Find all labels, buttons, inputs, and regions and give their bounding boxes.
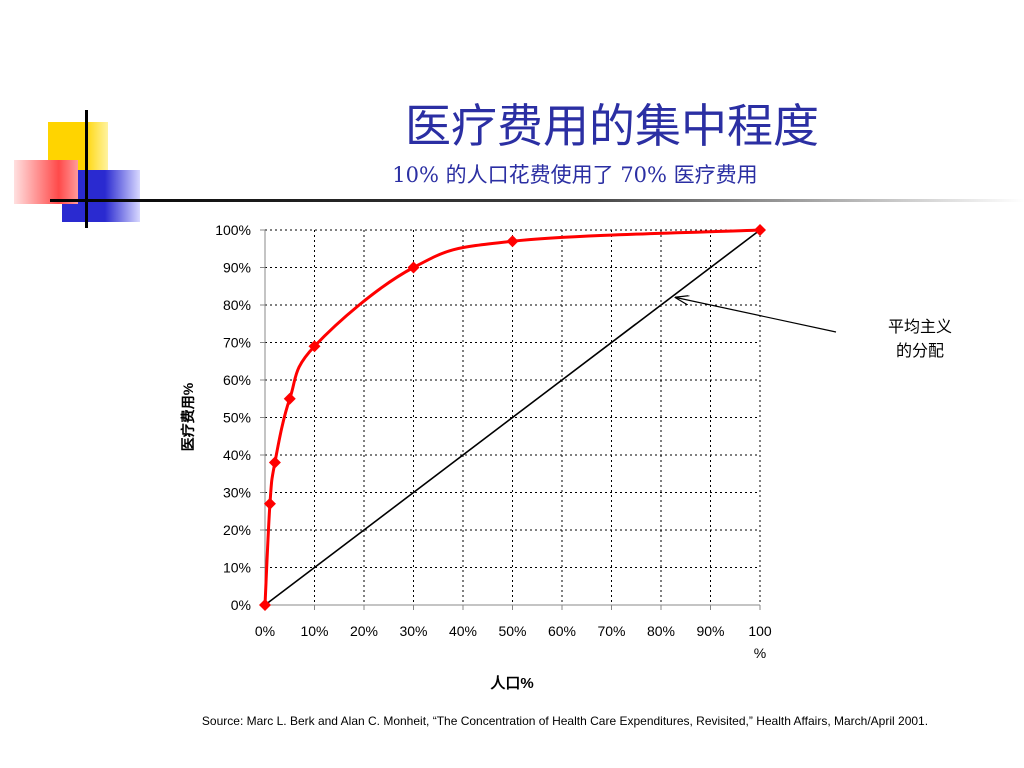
y-tick-label: 0%: [231, 597, 251, 613]
x-tick-label: 100%: [748, 623, 772, 661]
curve-point-marker: [506, 235, 519, 248]
y-tick-label: 70%: [223, 335, 251, 351]
y-tick-label: 40%: [223, 447, 251, 463]
y-axis-label: 医疗费用%: [180, 382, 196, 451]
curve-point-marker: [283, 392, 296, 405]
annotation-line2: 的分配: [896, 342, 944, 360]
x-tick-label: 0%: [255, 623, 275, 639]
source-note: Source: Marc L. Berk and Alan C. Monheit…: [201, 714, 929, 728]
x-tick-label: 10%: [300, 623, 328, 639]
y-tick-label: 30%: [223, 485, 251, 501]
y-tick-label: 50%: [223, 410, 251, 426]
slide-title: 医疗费用的集中程度: [405, 99, 819, 153]
curve-point-marker: [268, 456, 281, 469]
y-tick-label: 60%: [223, 372, 251, 388]
curve-point-marker: [263, 497, 276, 510]
x-tick-label: 40%: [449, 623, 477, 639]
x-tick-label: 70%: [597, 623, 625, 639]
y-tick-label: 100%: [215, 222, 251, 238]
y-tick-label: 80%: [223, 297, 251, 313]
annotation-line1: 平均主义: [888, 318, 952, 336]
x-tick-label: 20%: [350, 623, 378, 639]
tick-labels: 0% 10% 20% 30% 40% 50% 60% 70% 80% 90% 100% 0% 10% 20…: [215, 222, 772, 661]
deco-horizontal-rule: [50, 199, 1024, 202]
equality-line: [264, 229, 761, 606]
annotation-arrow: [676, 298, 837, 333]
x-axis-label: 人口%: [490, 675, 533, 692]
curve-point-marker: [259, 599, 271, 611]
x-tick-label: 90%: [696, 623, 724, 639]
curve-point-marker: [407, 261, 420, 274]
deco-red-block: [14, 160, 78, 204]
y-tick-label: 90%: [223, 260, 251, 276]
curve-point-marker: [754, 224, 766, 236]
y-tick-label: 20%: [223, 522, 251, 538]
axes: [260, 229, 761, 610]
y-tick-label: 10%: [223, 560, 251, 576]
curve-point-marker: [308, 340, 321, 353]
x-tick-label: 80%: [647, 623, 675, 639]
series: [259, 224, 766, 611]
x-tick-label: 60%: [548, 623, 576, 639]
deco-vertical-rule: [85, 110, 88, 228]
x-tick-label: 30%: [399, 623, 427, 639]
x-tick-label: 50%: [498, 623, 526, 639]
slide-subtitle: 10% 的人口花费使用了 70% 医疗费用: [392, 163, 758, 187]
